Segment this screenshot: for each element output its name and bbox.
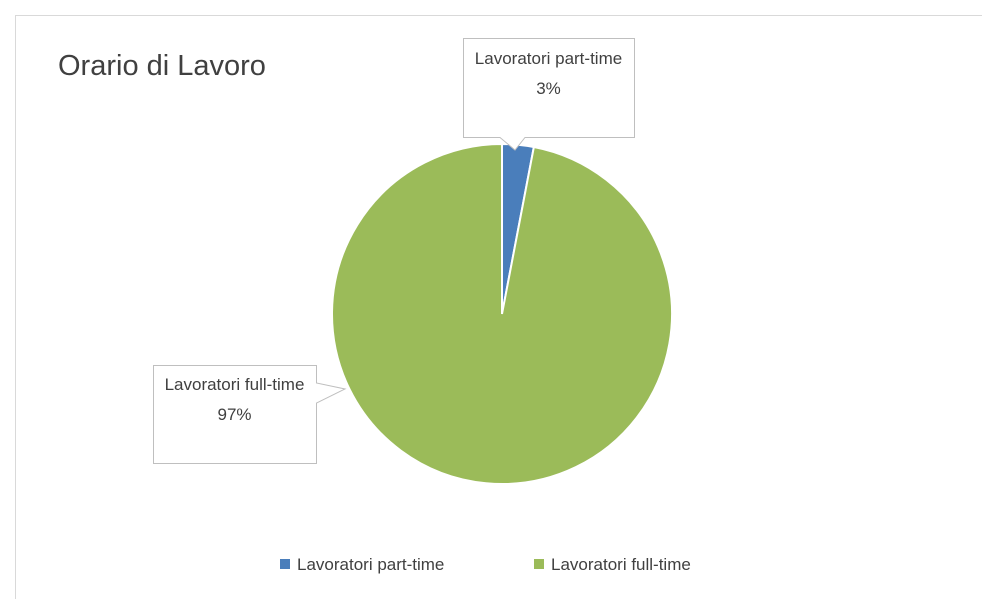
data-label: Lavoratori part-time 3% <box>463 46 634 102</box>
data-label-value: 3% <box>536 79 561 98</box>
legend-swatch <box>280 559 290 569</box>
legend-item: Lavoratori part-time <box>280 555 444 575</box>
pie-slice <box>331 142 673 485</box>
legend-label: Lavoratori full-time <box>551 555 691 574</box>
data-label-box <box>463 38 635 151</box>
legend-label: Lavoratori part-time <box>297 555 445 574</box>
legend-item: Lavoratori full-time <box>534 555 691 575</box>
data-label-box <box>153 365 347 464</box>
data-label: Lavoratori full-time 97% <box>153 372 316 428</box>
data-label-category: Lavoratori full-time <box>164 375 305 394</box>
data-label-category: Lavoratori part-time <box>474 49 623 68</box>
chart-border <box>15 15 982 599</box>
data-label-value: 97% <box>217 405 252 424</box>
legend-swatch <box>534 559 544 569</box>
chart-title: Orario di Lavoro <box>58 50 266 82</box>
